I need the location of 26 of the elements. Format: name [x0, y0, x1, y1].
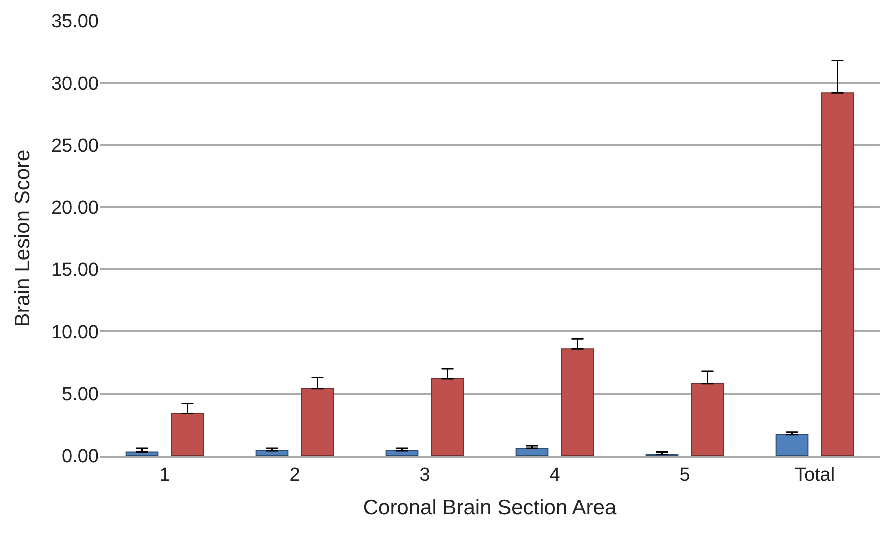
- bar: [821, 92, 854, 456]
- y-tick-label: 25.00: [51, 136, 99, 157]
- y-tick-label: 0.00: [62, 446, 99, 468]
- bar: [431, 378, 464, 456]
- bar: [691, 383, 724, 456]
- y-axis-title: Brain Lesion Score: [12, 150, 35, 328]
- x-tick-label: Total: [794, 464, 836, 486]
- bar: [776, 434, 809, 456]
- y-tick-label: 15.00: [51, 260, 99, 282]
- x-tick-label: 4: [550, 464, 561, 486]
- y-tick-label: 10.00: [51, 322, 99, 344]
- x-tick-label: 1: [160, 464, 170, 486]
- bar: [561, 348, 594, 456]
- x-tick-label: 2: [290, 464, 300, 486]
- y-tick-label: 30.00: [51, 74, 99, 95]
- bar: [171, 413, 204, 456]
- x-tick-label: 3: [420, 464, 430, 486]
- x-tick-label: 5: [680, 464, 690, 486]
- y-tick-label: 5.00: [62, 384, 99, 406]
- bar: [386, 450, 419, 456]
- bar: [256, 450, 289, 456]
- y-tick-label: 20.00: [51, 198, 99, 220]
- x-axis-title: Coronal Brain Section Area: [363, 496, 617, 520]
- bar: [301, 388, 334, 456]
- y-tick-label: 35.00: [51, 12, 99, 33]
- bar: [516, 448, 549, 456]
